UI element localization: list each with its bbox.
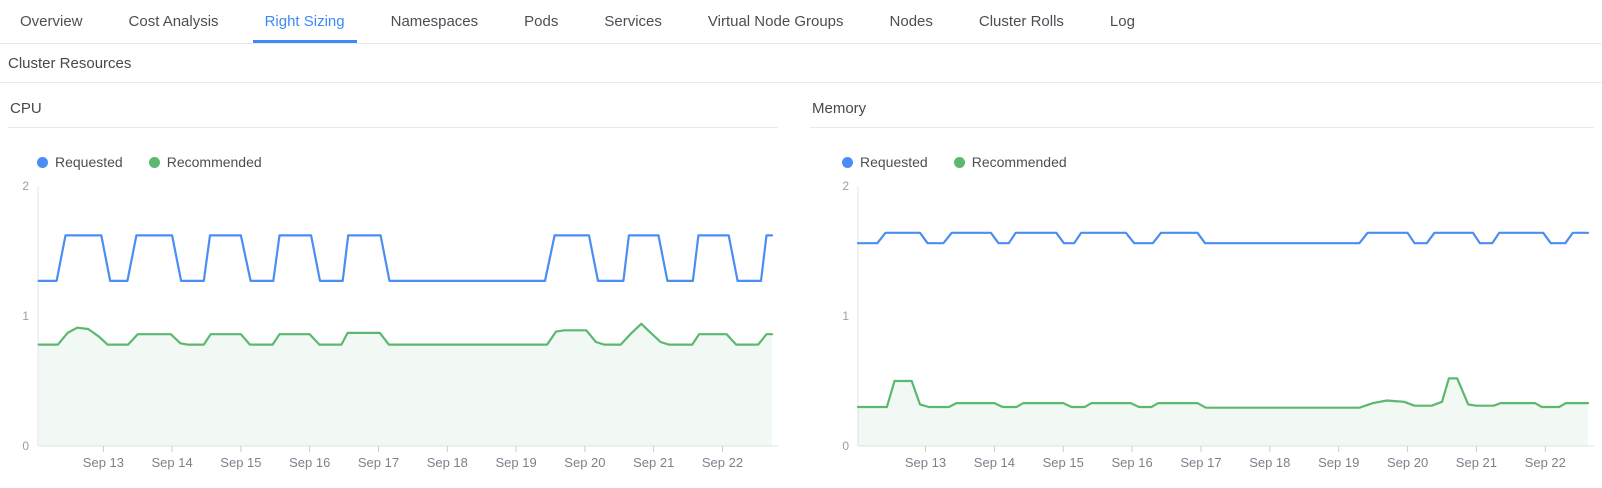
- cpu-chart-card: CPU Requested Recommended 0 1 2 Sep 13 Sep 1…: [8, 83, 778, 474]
- x-tick-label: Sep 21: [1456, 455, 1497, 470]
- tab-log[interactable]: Log: [1098, 0, 1147, 43]
- x-tick-label: Sep 18: [1249, 455, 1290, 470]
- x-tick-label: Sep 15: [220, 455, 261, 470]
- legend-dot-recommended-icon: [148, 156, 160, 168]
- legend-item-requested[interactable]: Requested: [37, 154, 123, 170]
- line-requested: [856, 231, 1590, 245]
- legend-label-recommended: Recommended: [971, 154, 1067, 170]
- memory-chart-card: Memory Requested Recommended 0 1 2 Sep 13 Se…: [810, 83, 1594, 474]
- line-requested: [37, 234, 774, 283]
- legend-label-recommended: Recommended: [166, 154, 262, 170]
- cpu-chart-plot: 0 1 2 Sep 13 Sep 14 Sep 15 Sep 16 Sep 17 Sep 18 S…: [8, 174, 778, 474]
- x-tick-label: Sep 20: [1387, 455, 1428, 470]
- memory-chart-legend: Requested Recommended: [842, 154, 1594, 170]
- x-tick-label: Sep 21: [633, 455, 674, 470]
- legend-dot-requested-icon: [842, 156, 853, 168]
- y-tick-label: 1: [842, 309, 849, 323]
- x-tick-label: Sep 18: [427, 455, 468, 470]
- y-tick-label: 2: [842, 179, 849, 193]
- x-tick-label: Sep 15: [1043, 455, 1084, 470]
- x-tick-label: Sep 22: [1525, 455, 1566, 470]
- tab-virtual-node-groups[interactable]: Virtual Node Groups: [696, 0, 856, 43]
- x-tick-label: Sep 13: [83, 455, 124, 470]
- legend-dot-requested-icon: [37, 156, 48, 168]
- y-tick-label: 0: [22, 439, 29, 453]
- cpu-chart-title: CPU: [8, 83, 778, 128]
- x-tick-label: Sep 19: [1318, 455, 1359, 470]
- line-recommended: [856, 377, 1590, 409]
- tab-bar: Overview Cost Analysis Right Sizing Name…: [0, 0, 1602, 44]
- x-tick-label: Sep 20: [564, 455, 605, 470]
- section-title: Cluster Resources: [0, 44, 1602, 83]
- x-tick-label: Sep 16: [1111, 455, 1152, 470]
- x-tick-label: Sep 22: [702, 455, 743, 470]
- tab-nodes[interactable]: Nodes: [878, 0, 945, 43]
- tab-namespaces[interactable]: Namespaces: [379, 0, 491, 43]
- tab-services[interactable]: Services: [592, 0, 674, 43]
- charts-row: CPU Requested Recommended 0 1 2 Sep 13 Sep 1…: [0, 83, 1602, 474]
- x-tick-label: Sep 14: [974, 455, 1015, 470]
- legend-item-recommended[interactable]: Recommended: [148, 154, 262, 170]
- memory-chart-plot: 0 1 2 Sep 13 Sep 14 Sep 15 Sep 16 Sep 17 Sep 18 S…: [828, 174, 1594, 474]
- tab-overview[interactable]: Overview: [8, 0, 95, 43]
- legend-label-requested: Requested: [860, 154, 928, 170]
- cpu-chart-svg: 0 1 2 Sep 13 Sep 14 Sep 15 Sep 16 Sep 17 Sep 18 S…: [22, 179, 778, 470]
- x-tick-label: Sep 17: [358, 455, 399, 470]
- area-recommended: [38, 323, 772, 446]
- tab-right-sizing[interactable]: Right Sizing: [252, 0, 357, 43]
- legend-label-requested: Requested: [55, 154, 123, 170]
- x-tick-label: Sep 19: [495, 455, 536, 470]
- x-tick-label: Sep 14: [151, 455, 192, 470]
- y-tick-label: 2: [22, 179, 29, 193]
- x-tick-label: Sep 17: [1180, 455, 1221, 470]
- tab-pods[interactable]: Pods: [512, 0, 570, 43]
- legend-item-requested[interactable]: Requested: [842, 154, 928, 170]
- y-tick-label: 1: [22, 309, 29, 323]
- y-tick-label: 0: [842, 439, 849, 453]
- line-recommended: [37, 322, 774, 346]
- tab-cluster-rolls[interactable]: Cluster Rolls: [967, 0, 1076, 43]
- memory-chart-title: Memory: [810, 83, 1594, 128]
- legend-dot-recommended-icon: [953, 156, 965, 168]
- area-recommended: [858, 378, 1588, 446]
- memory-chart-svg: 0 1 2 Sep 13 Sep 14 Sep 15 Sep 16 Sep 17 Sep 18 S…: [842, 179, 1594, 470]
- tab-cost-analysis[interactable]: Cost Analysis: [117, 0, 231, 43]
- x-tick-label: Sep 13: [905, 455, 946, 470]
- cpu-chart-legend: Requested Recommended: [37, 154, 778, 170]
- x-tick-label: Sep 16: [289, 455, 330, 470]
- legend-item-recommended[interactable]: Recommended: [953, 154, 1067, 170]
